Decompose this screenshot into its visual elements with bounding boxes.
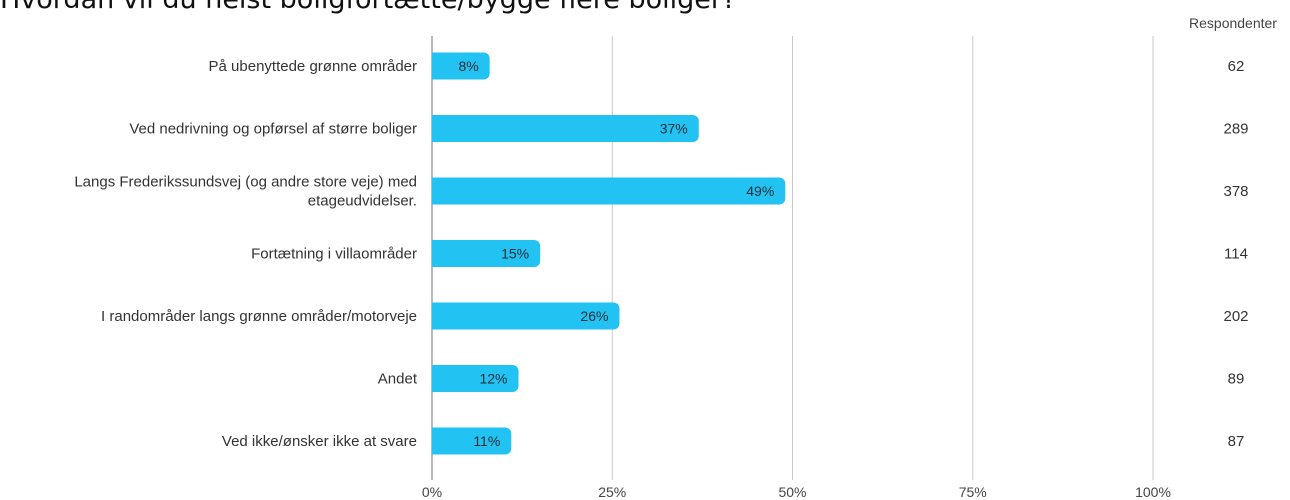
- bar-value-label: 11%: [473, 433, 500, 449]
- bar-value-label: 49%: [746, 183, 774, 199]
- category-label: Fortætning i villaområder: [251, 246, 417, 263]
- respondent-count: 89: [1228, 371, 1245, 388]
- category-label: Ved ikke/ønsker ikke at svare: [222, 433, 417, 450]
- bar: [432, 115, 699, 142]
- bar-value-label: 37%: [660, 121, 688, 137]
- x-tick-label: 100%: [1135, 484, 1171, 500]
- category-label-line: Fortætning i villaområder: [251, 246, 417, 263]
- category-label-line: På ubenyttede grønne områder: [209, 58, 417, 75]
- category-label-line: etageudvidelser.: [308, 193, 417, 210]
- bar-left-cap: [432, 365, 438, 392]
- bar: [432, 302, 620, 330]
- respondents-header: Respondenter: [1189, 15, 1277, 31]
- respondent-count: 378: [1223, 183, 1248, 200]
- bar-left-cap: [432, 177, 438, 205]
- category-label: Andet: [378, 371, 418, 388]
- bar-left-cap: [432, 240, 438, 267]
- bar: [432, 177, 786, 205]
- respondent-count: 202: [1223, 308, 1248, 325]
- bar: [432, 427, 512, 455]
- x-tick-label: 75%: [959, 484, 987, 500]
- respondent-count: 62: [1228, 58, 1245, 75]
- bar-left-cap: [432, 427, 438, 455]
- category-label-line: Ved nedrivning og opførsel af større bol…: [129, 121, 417, 138]
- bar-left-cap: [432, 52, 438, 80]
- bar-value-label: 12%: [479, 371, 507, 387]
- category-label-line: Andet: [378, 371, 418, 388]
- bar-left-cap: [432, 302, 438, 330]
- bar-value-label: 26%: [580, 308, 608, 324]
- category-label-line: I randområder langs grønne områder/motor…: [101, 308, 417, 325]
- respondent-count: 289: [1223, 121, 1248, 138]
- chart-title: Hvordan vil du helst boligfortætte/bygge…: [0, 0, 736, 15]
- x-tick-label: 50%: [778, 484, 806, 500]
- respondent-count: 114: [1224, 246, 1248, 263]
- category-label-line: Ved ikke/ønsker ikke at svare: [222, 433, 417, 450]
- category-labels: På ubenyttede grønne områder Ved nedrivni…: [74, 58, 418, 450]
- bar: [432, 240, 541, 267]
- category-label: På ubenyttede grønne områder: [209, 58, 417, 75]
- x-tick-label: 0%: [422, 484, 442, 500]
- category-label-line: Langs Frederikssundsvej (og andre store …: [74, 174, 417, 191]
- category-label: Ved nedrivning og opførsel af større bol…: [129, 121, 417, 138]
- category-label: I randområder langs grønne områder/motor…: [101, 308, 417, 325]
- bar-value-label: 15%: [501, 246, 529, 262]
- x-axis-ticks: 0% 25% 50% 75% 100%: [422, 484, 1171, 500]
- bar-left-cap: [432, 115, 438, 142]
- bar-value-label: 8%: [458, 58, 478, 74]
- respondent-count: 87: [1228, 433, 1245, 450]
- bar: [432, 365, 519, 392]
- category-label: Langs Frederikssundsvej (og andre store …: [74, 174, 417, 210]
- bar: [432, 52, 490, 80]
- bars: 8% 37% 49% 15% 26% 12% 11%: [432, 52, 786, 455]
- x-tick-label: 25%: [598, 484, 626, 500]
- respondents-column: Respondenter 62 289 378 114 202 89 87: [1189, 15, 1277, 450]
